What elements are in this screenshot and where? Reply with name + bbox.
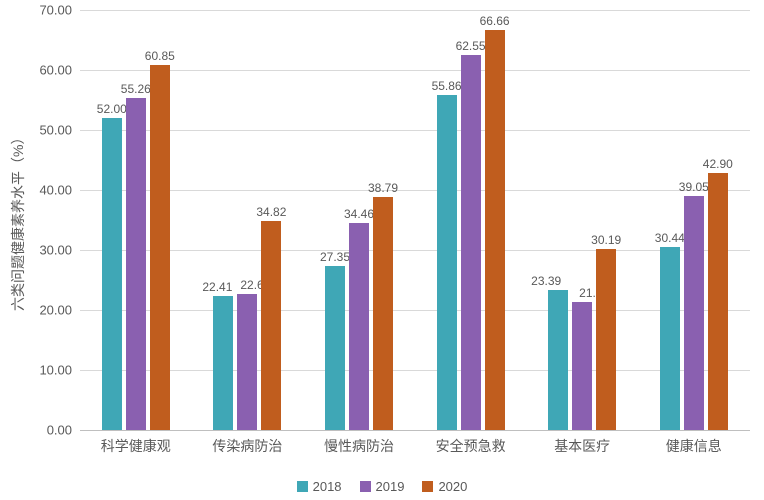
bar: 27.35 — [325, 266, 345, 430]
bar: 30.44 — [660, 247, 680, 430]
y-tick-label: 60.00 — [12, 63, 72, 78]
bar-value-label: 34.82 — [256, 205, 286, 219]
bar-value-label: 30.44 — [655, 231, 685, 245]
legend-item: 2019 — [360, 479, 405, 494]
bar: 55.86 — [437, 95, 457, 430]
y-tick-label: 50.00 — [12, 123, 72, 138]
y-axis-label: 六类问题健康素养水平（%） — [8, 131, 28, 311]
bar-value-label: 52.00 — [97, 102, 127, 116]
bar-value-label: 42.90 — [703, 157, 733, 171]
bar-group: 55.8662.5566.66安全预急救 — [415, 10, 527, 430]
bar-value-label: 22.41 — [202, 280, 232, 294]
bar-group: 52.0055.2660.85科学健康观 — [80, 10, 192, 430]
bar-value-label: 62.55 — [456, 39, 486, 53]
bar-value-label: 34.46 — [344, 207, 374, 221]
bar-value-label: 55.26 — [121, 82, 151, 96]
bar: 22.61 — [237, 294, 257, 430]
x-tick-label: 科学健康观 — [80, 436, 192, 456]
x-tick-label: 健康信息 — [638, 436, 750, 456]
y-tick-label: 70.00 — [12, 3, 72, 18]
bar-value-label: 27.35 — [320, 250, 350, 264]
bar: 34.82 — [261, 221, 281, 430]
x-tick-label: 慢性病防治 — [303, 436, 415, 456]
x-tick-label: 基本医疗 — [526, 436, 638, 456]
plot-area: 52.0055.2660.85科学健康观22.4122.6134.82传染病防治… — [80, 10, 750, 431]
legend-label: 2018 — [313, 479, 342, 494]
legend-swatch — [422, 481, 433, 492]
bar: 23.39 — [548, 290, 568, 430]
x-tick-label: 传染病防治 — [192, 436, 304, 456]
bar: 34.46 — [349, 223, 369, 430]
bar: 39.05 — [684, 196, 704, 430]
bar-group: 22.4122.6134.82传染病防治 — [192, 10, 304, 430]
x-tick-label: 安全预急救 — [415, 436, 527, 456]
bar-value-label: 60.85 — [145, 49, 175, 63]
y-tick-label: 0.00 — [12, 423, 72, 438]
bar: 30.19 — [596, 249, 616, 430]
legend-item: 2020 — [422, 479, 467, 494]
bar-group: 23.3921.4130.19基本医疗 — [526, 10, 638, 430]
bar: 52.00 — [102, 118, 122, 430]
y-tick-label: 30.00 — [12, 243, 72, 258]
bar-value-label: 55.86 — [432, 79, 462, 93]
y-tick-label: 40.00 — [12, 183, 72, 198]
bar: 42.90 — [708, 173, 728, 430]
bar-group: 27.3534.4638.79慢性病防治 — [303, 10, 415, 430]
bar: 62.55 — [461, 55, 481, 430]
bar-group: 30.4439.0542.90健康信息 — [638, 10, 750, 430]
bar: 21.41 — [572, 302, 592, 430]
legend-label: 2020 — [438, 479, 467, 494]
bar: 60.85 — [150, 65, 170, 430]
bar: 38.79 — [373, 197, 393, 430]
legend-item: 2018 — [297, 479, 342, 494]
legend-swatch — [360, 481, 371, 492]
legend: 2018 2019 2020 — [0, 479, 764, 494]
bar: 22.41 — [213, 296, 233, 430]
y-tick-label: 10.00 — [12, 363, 72, 378]
bar-value-label: 38.79 — [368, 181, 398, 195]
bar-value-label: 23.39 — [531, 274, 561, 288]
y-tick-label: 20.00 — [12, 303, 72, 318]
bar-value-label: 30.19 — [591, 233, 621, 247]
bar: 66.66 — [485, 30, 505, 430]
bar-value-label: 66.66 — [480, 14, 510, 28]
legend-label: 2019 — [376, 479, 405, 494]
legend-swatch — [297, 481, 308, 492]
bar: 55.26 — [126, 98, 146, 430]
bar-value-label: 39.05 — [679, 180, 709, 194]
bar-chart: 六类问题健康素养水平（%） 52.0055.2660.85科学健康观22.412… — [0, 0, 764, 500]
